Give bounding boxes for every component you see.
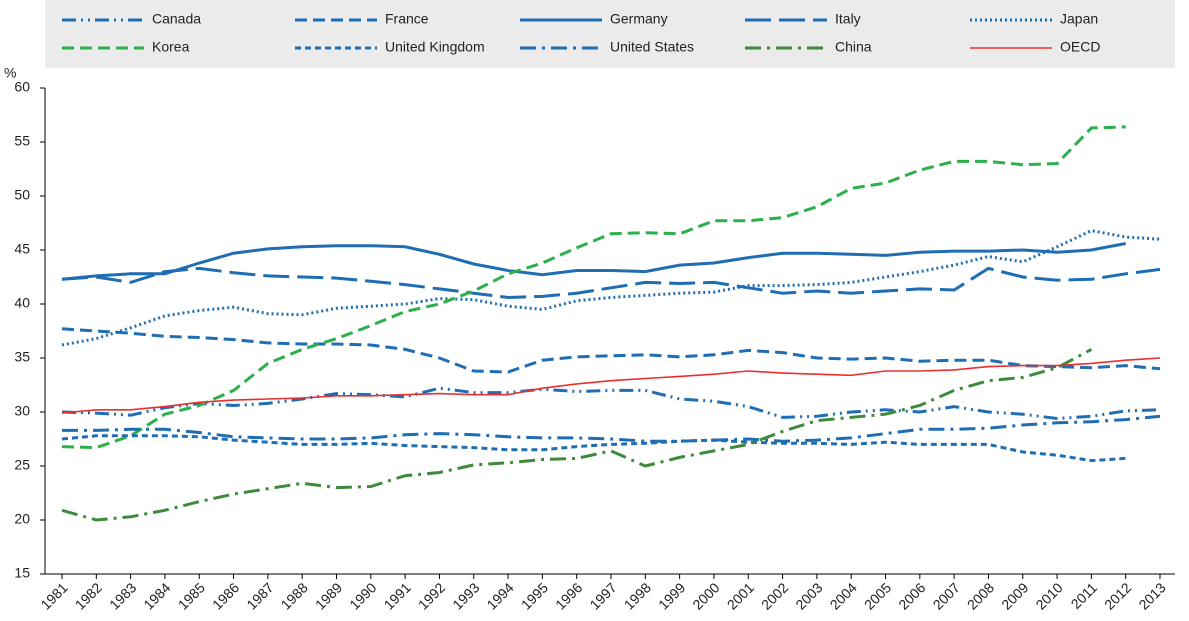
x-tick-label: 1988 [278, 579, 311, 612]
legend-label: Korea [152, 39, 190, 55]
legend-label: Germany [610, 11, 668, 27]
series-line [61, 266, 1161, 300]
x-tick-label: 2000 [689, 579, 722, 612]
y-tick-label: 30 [14, 403, 30, 419]
x-tick-label: 2009 [998, 579, 1031, 612]
x-tick-label: 2003 [792, 579, 825, 612]
x-tick-label: 1994 [483, 579, 516, 612]
x-tick-label: 2005 [861, 579, 894, 612]
y-tick-label: 20 [14, 511, 30, 527]
x-tick-label: 1993 [449, 579, 482, 612]
y-axis-label: % [4, 65, 16, 81]
y-tick-label: 50 [14, 187, 30, 203]
y-tick-label: 40 [14, 295, 30, 311]
x-tick-label: 2001 [724, 579, 757, 612]
y-tick-label: 35 [14, 349, 30, 365]
x-tick-label: 1981 [37, 579, 70, 612]
legend-label: Italy [835, 11, 861, 27]
series-line [61, 229, 1161, 347]
x-tick-label: 2008 [964, 579, 997, 612]
x-tick-label: 2006 [895, 579, 928, 612]
x-tick-label: 2010 [1032, 579, 1065, 612]
y-tick-label: 45 [14, 241, 30, 257]
legend-label: Canada [152, 11, 201, 27]
y-tick-label: 55 [14, 133, 30, 149]
series-line [61, 327, 1161, 374]
x-tick-label: 1995 [518, 579, 551, 612]
y-tick-label: 15 [14, 565, 30, 581]
x-tick-label: 1999 [655, 579, 688, 612]
legend-label: OECD [1060, 39, 1100, 55]
x-tick-label: 1986 [209, 579, 242, 612]
x-tick-label: 1990 [346, 579, 379, 612]
legend-label: France [385, 11, 429, 27]
series-line [61, 242, 1126, 281]
x-tick-label: 2012 [1101, 579, 1134, 612]
x-tick-label: 1996 [552, 579, 585, 612]
x-tick-label: 1989 [312, 579, 345, 612]
x-tick-label: 1992 [415, 579, 448, 612]
series-line [61, 434, 1126, 463]
x-tick-label: 2002 [758, 579, 791, 612]
legend-label: United States [610, 39, 694, 55]
x-tick-label: 2011 [1068, 579, 1101, 612]
x-tick-label: 1984 [140, 579, 173, 612]
x-tick-label: 1983 [106, 579, 139, 612]
x-tick-label: 2013 [1135, 579, 1168, 612]
x-tick-label: 1998 [621, 579, 654, 612]
y-tick-label: 25 [14, 457, 30, 473]
series-line [62, 414, 1161, 443]
x-tick-label: 2004 [827, 579, 860, 612]
x-tick-label: 1987 [243, 579, 276, 612]
legend-label: China [835, 39, 872, 55]
y-tick-label: 60 [14, 79, 30, 95]
series-line [61, 357, 1161, 414]
x-tick-label: 1991 [381, 579, 414, 612]
x-tick-label: 1985 [175, 579, 208, 612]
legend-background [45, 0, 1175, 68]
series-line [61, 125, 1126, 450]
x-tick-label: 2007 [930, 579, 963, 612]
x-tick-label: 1982 [72, 579, 105, 612]
series-line [61, 348, 1093, 522]
x-tick-label: 1997 [586, 579, 619, 612]
series-line [61, 386, 1161, 421]
legend-label: Japan [1060, 11, 1098, 27]
legend-label: United Kingdom [385, 39, 485, 55]
